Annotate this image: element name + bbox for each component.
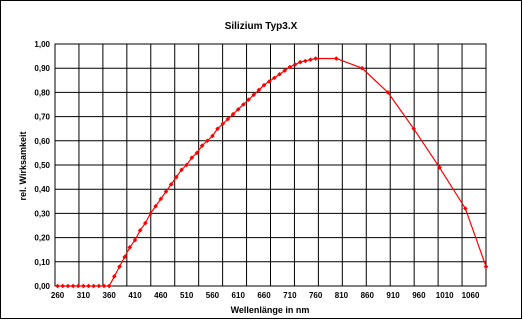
x-tick-label: 960: [412, 291, 426, 300]
y-axis-label: rel. Wirksamkeit: [18, 132, 28, 201]
data-point: [463, 206, 468, 211]
x-tick-label: 410: [128, 291, 142, 300]
data-point: [194, 150, 200, 156]
data-point: [112, 274, 117, 279]
y-tick-label: 0,20: [34, 234, 50, 243]
y-tick-label: 0,60: [34, 137, 50, 146]
data-point: [359, 65, 365, 71]
data-point: [483, 264, 489, 269]
data-point: [127, 244, 133, 250]
data-point: [282, 68, 287, 73]
data-point: [60, 283, 66, 289]
data-point: [158, 196, 164, 202]
x-tick-label: 310: [77, 291, 91, 300]
data-point: [173, 174, 179, 180]
data-point: [334, 56, 339, 61]
x-tick-label: 660: [257, 291, 271, 300]
data-point: [287, 64, 293, 70]
x-tick-label: 1060: [462, 291, 480, 300]
data-point: [55, 283, 60, 289]
x-tick-label: 910: [386, 291, 400, 300]
data-point: [86, 283, 91, 289]
data-point: [246, 97, 251, 102]
series: [55, 56, 489, 289]
data-point: [225, 116, 231, 122]
data-point: [230, 111, 236, 117]
y-tick-label: 0,30: [34, 209, 50, 218]
data-point: [70, 283, 76, 289]
x-tick-label: 560: [206, 291, 220, 300]
x-tick-label: 860: [361, 291, 375, 300]
y-tick-label: 0,00: [34, 282, 50, 291]
y-tick-label: 0,70: [34, 113, 50, 122]
data-point: [132, 237, 138, 243]
x-tick-label: 360: [103, 291, 117, 300]
x-tick-label: 610: [232, 291, 246, 300]
data-point: [65, 283, 71, 289]
data-point: [235, 107, 241, 112]
data-point: [303, 58, 308, 64]
data-point: [184, 162, 189, 168]
data-point: [163, 189, 169, 194]
data-point: [168, 182, 174, 187]
y-tick-label: 1,00: [34, 40, 50, 49]
data-point: [220, 121, 226, 127]
data-point: [385, 90, 391, 95]
x-tick-label: 710: [283, 291, 297, 300]
data-point: [137, 228, 143, 233]
y-tick-label: 0,90: [34, 64, 50, 73]
series-line: [57, 57, 487, 287]
data-point: [292, 62, 298, 67]
data-point: [153, 203, 158, 209]
data-point: [256, 87, 262, 93]
data-point: [277, 71, 282, 77]
data-point: [81, 283, 86, 289]
data-point: [122, 254, 127, 260]
x-tick-label: 1010: [436, 291, 454, 300]
data-point: [210, 133, 215, 139]
data-point: [204, 138, 210, 144]
y-tick-label: 0,50: [34, 161, 50, 170]
data-point: [189, 155, 195, 161]
y-tick-label: 0,10: [34, 258, 50, 267]
x-tick-label: 460: [154, 291, 168, 300]
data-point: [101, 283, 107, 289]
data-point: [272, 75, 277, 81]
data-point: [117, 264, 122, 269]
ticks: 0,00 0,10 0,20 0,30 0,40 0,50 0,60 0,70 0,80 0,90…: [34, 40, 480, 300]
data-point: [75, 283, 81, 289]
x-axis-label: Wellenlänge in nm: [231, 305, 310, 315]
data-point: [297, 59, 303, 65]
data-point: [179, 167, 184, 173]
data-point: [308, 57, 313, 63]
y-tick-label: 0,40: [34, 185, 50, 194]
x-tick-label: 510: [180, 291, 194, 300]
data-point: [96, 283, 102, 289]
data-point: [106, 283, 112, 289]
data-point: [313, 56, 318, 61]
data-point: [251, 92, 257, 98]
data-point: [411, 126, 417, 131]
data-point: [437, 165, 442, 170]
data-point: [261, 82, 267, 88]
grid: [54, 43, 487, 287]
data-point: [199, 143, 205, 148]
y-tick-label: 0,80: [34, 88, 50, 97]
data-point: [91, 283, 97, 289]
x-tick-label: 260: [51, 291, 65, 300]
data-point: [215, 126, 220, 131]
data-point: [148, 211, 153, 216]
x-tick-label: 760: [309, 291, 323, 300]
chart-title: Silizium Typ3.X: [225, 21, 298, 32]
x-tick-label: 810: [335, 291, 349, 300]
data-point: [143, 220, 148, 226]
data-point: [266, 79, 272, 84]
data-point: [241, 102, 246, 107]
